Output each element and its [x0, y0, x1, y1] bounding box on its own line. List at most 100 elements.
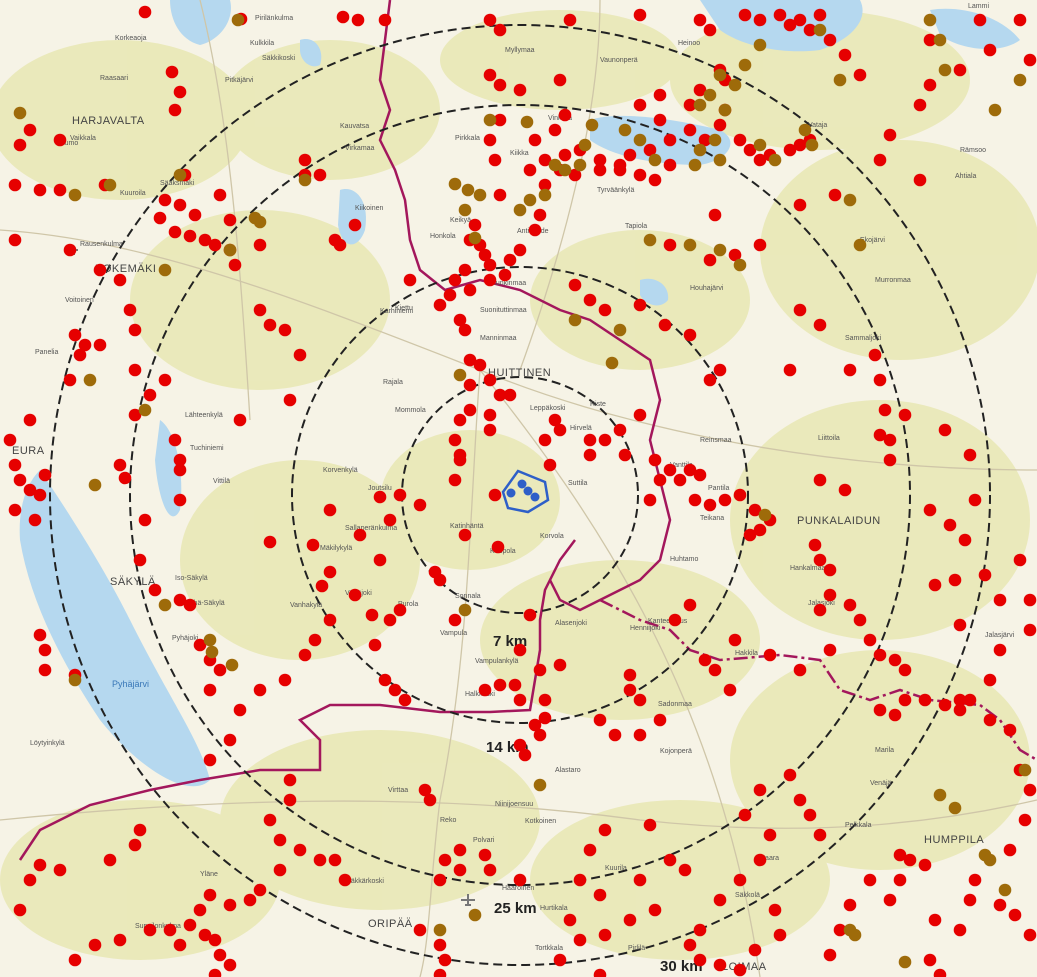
turbine-marker-red	[13, 903, 27, 917]
turbine-marker-red	[573, 873, 587, 887]
turbine-marker-red	[338, 873, 352, 887]
place-label: Säkkikoski	[262, 55, 296, 62]
turbine-marker-red	[253, 883, 267, 897]
turbine-marker-brown	[205, 645, 219, 659]
turbine-marker-red	[583, 293, 597, 307]
turbine-marker-red	[733, 488, 747, 502]
turbine-marker-red	[888, 708, 902, 722]
place-label: Raasaari	[100, 75, 128, 82]
turbine-marker-red	[478, 248, 492, 262]
place-label: Reinsmaa	[700, 437, 732, 444]
turbine-marker-red	[553, 423, 567, 437]
turbine-marker-red	[593, 968, 607, 977]
turbine-marker-red	[263, 813, 277, 827]
turbine-marker-red	[483, 373, 497, 387]
turbine-marker-red	[983, 673, 997, 687]
turbine-marker-red	[823, 588, 837, 602]
turbine-marker-red	[193, 638, 207, 652]
turbine-marker-red	[23, 873, 37, 887]
turbine-marker-red	[63, 373, 77, 387]
turbine-marker-red	[468, 218, 482, 232]
turbine-marker-brown	[798, 123, 812, 137]
project-site[interactable]	[501, 469, 550, 514]
place-label: Pirlilä	[628, 945, 645, 952]
turbine-marker-red	[433, 873, 447, 887]
turbine-marker-red	[598, 823, 612, 837]
turbine-marker-red	[943, 518, 957, 532]
turbine-marker-red	[168, 103, 182, 117]
turbine-marker-red	[453, 453, 467, 467]
turbine-marker-red	[723, 683, 737, 697]
turbine-marker-red	[503, 388, 517, 402]
turbine-marker-brown	[473, 188, 487, 202]
turbine-marker-red	[983, 713, 997, 727]
turbine-marker-red	[373, 553, 387, 567]
turbine-marker-red	[263, 535, 277, 549]
turbine-marker-brown	[1018, 763, 1032, 777]
turbine-marker-red	[378, 673, 392, 687]
turbine-marker-red	[753, 13, 767, 27]
turbine-marker-red	[393, 603, 407, 617]
turbine-marker-brown	[225, 658, 239, 672]
turbine-marker-red	[208, 968, 222, 977]
turbine-marker-red	[753, 153, 767, 167]
turbine-marker-red	[448, 613, 462, 627]
turbine-marker-red	[883, 433, 897, 447]
turbine-marker-red	[513, 738, 527, 752]
turbine-marker-red	[68, 328, 82, 342]
turbine-marker-red	[623, 148, 637, 162]
turbine-marker-red	[183, 229, 197, 243]
turbine-marker-red	[273, 863, 287, 877]
place-label: Reko	[440, 817, 456, 824]
turbine-marker-red	[633, 693, 647, 707]
turbine-marker-red	[1018, 813, 1032, 827]
turbine-marker-red	[918, 858, 932, 872]
turbine-marker-red	[313, 853, 327, 867]
turbine-marker-red	[928, 578, 942, 592]
turbine-marker-red	[888, 653, 902, 667]
turbine-marker-red	[1013, 553, 1027, 567]
turbine-marker-brown	[461, 183, 475, 197]
turbine-marker-brown	[708, 133, 722, 147]
turbine-marker-red	[458, 528, 472, 542]
place-label: Leppäkoski	[530, 405, 566, 412]
turbine-marker-brown	[585, 118, 599, 132]
turbine-marker-red	[713, 958, 727, 972]
turbine-marker-red	[963, 893, 977, 907]
turbine-marker-red	[113, 273, 127, 287]
place-label: Houhajärvi	[690, 285, 724, 292]
distance-rings	[49, 24, 991, 966]
turbine-marker-red	[323, 613, 337, 627]
turbine-marker-red	[183, 918, 197, 932]
place-label: Honkola	[430, 233, 456, 240]
turbine-marker-red	[883, 893, 897, 907]
turbine-marker-brown	[468, 908, 482, 922]
turbine-marker-red	[88, 938, 102, 952]
turbine-marker-red	[728, 633, 742, 647]
turbine-marker-red	[1023, 928, 1037, 942]
turbine-marker-red	[53, 863, 67, 877]
place-label: Polvari	[473, 837, 495, 844]
place-label: Marila	[875, 747, 894, 754]
turbine-marker-red	[703, 498, 717, 512]
turbine-marker-red	[653, 88, 667, 102]
turbine-marker-red	[883, 453, 897, 467]
turbine-marker-red	[433, 938, 447, 952]
turbine-marker-red	[933, 968, 947, 977]
turbine-marker-red	[693, 83, 707, 97]
place-label: Haaroinen	[502, 885, 534, 892]
turbine-marker-red	[228, 258, 242, 272]
turbine-marker-red	[23, 483, 37, 497]
turbine-marker-red	[233, 413, 247, 427]
place-label: Vampulankylä	[475, 658, 519, 665]
turbine-marker-brown	[548, 158, 562, 172]
turbine-marker-red	[813, 828, 827, 842]
turbine-marker-red	[168, 225, 182, 239]
place-label: Hankalmaa	[790, 565, 826, 572]
turbine-marker-red	[113, 458, 127, 472]
turbine-marker-red	[893, 848, 907, 862]
turbine-marker-red	[553, 658, 567, 672]
turbine-marker-red	[693, 923, 707, 937]
turbine-marker-red	[838, 483, 852, 497]
